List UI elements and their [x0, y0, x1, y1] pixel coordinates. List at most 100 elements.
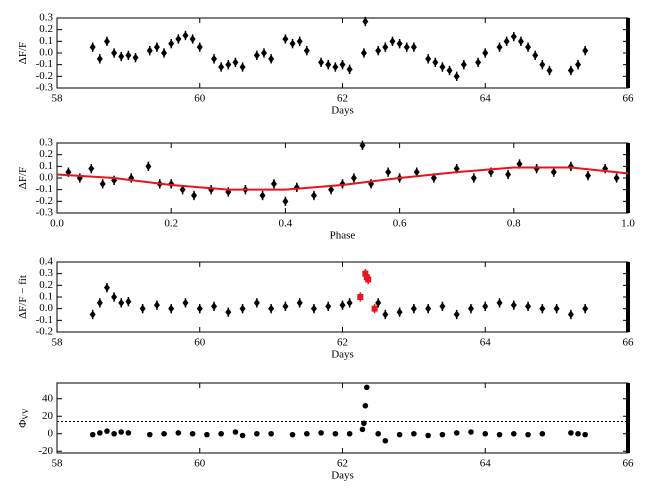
data-point — [410, 304, 417, 313]
data-point — [259, 191, 266, 200]
data-point — [453, 310, 460, 319]
data-point — [175, 35, 182, 43]
data-point — [382, 310, 389, 319]
data-point — [196, 304, 203, 313]
data-point — [118, 429, 125, 435]
data-point — [446, 66, 453, 75]
data-point — [304, 430, 310, 437]
data-point — [453, 72, 460, 81]
panel: 0.0 0.2 0.4 0.6 0.8 1.0-0.3-0.2-0.10.00.10.20… — [17, 137, 636, 242]
data-point — [168, 39, 175, 48]
data-point — [296, 298, 303, 307]
x-tick-label: 60 — [194, 458, 206, 470]
data-point — [511, 430, 517, 437]
y-tick-label: 0 — [48, 427, 54, 439]
x-tick-label: 1.0 — [621, 218, 635, 230]
data-point — [208, 185, 215, 194]
data-point — [582, 46, 589, 55]
data-point — [453, 430, 460, 436]
data-point — [359, 426, 366, 433]
x-axis-label: Phase — [330, 230, 356, 242]
data-point — [439, 63, 446, 71]
x-tick-label: 66 — [623, 93, 635, 105]
data-point — [425, 54, 432, 63]
data-point — [546, 66, 553, 75]
data-point — [365, 276, 372, 283]
data-point — [375, 298, 382, 307]
data-point — [346, 298, 353, 307]
data-point — [567, 310, 574, 319]
data-point — [89, 431, 96, 438]
x-tick-label: 62 — [337, 458, 348, 470]
data-point — [125, 51, 132, 60]
data-point — [371, 305, 378, 312]
data-point — [396, 431, 403, 438]
data-point — [496, 298, 503, 307]
data-point — [582, 304, 589, 313]
y-tick-label: -20 — [38, 445, 53, 457]
data-point — [360, 49, 367, 57]
y-tick-label: -0.3 — [36, 207, 54, 219]
data-point — [218, 430, 224, 437]
data-point — [270, 179, 277, 188]
x-tick-label: 64 — [480, 458, 492, 470]
data-point — [460, 60, 467, 69]
data-point — [111, 49, 118, 57]
y-axis-label-main: Φ — [17, 420, 29, 428]
data-point — [439, 302, 446, 311]
data-point — [467, 304, 474, 313]
data-point — [253, 298, 260, 307]
data-point — [503, 37, 510, 46]
data-point — [568, 430, 574, 436]
data-point — [413, 168, 420, 177]
x-tick-label: 58 — [52, 93, 64, 105]
data-point — [89, 43, 96, 52]
data-point — [268, 304, 275, 313]
y-tick-label: 0.3 — [39, 267, 53, 279]
data-point — [585, 171, 592, 180]
data-point — [118, 52, 125, 61]
data-point — [318, 58, 325, 67]
data-point — [318, 430, 324, 436]
y-tick-label: 0.1 — [39, 160, 53, 172]
data-point — [282, 302, 289, 311]
x-tick-label: 60 — [194, 93, 206, 105]
y-tick-label: 0.0 — [39, 47, 53, 59]
data-point — [362, 270, 369, 277]
plot-frame — [56, 17, 629, 89]
x-tick-label: 60 — [194, 337, 206, 349]
data-point — [553, 304, 560, 313]
y-axis-label: ΔF/F — [17, 42, 29, 64]
data-point — [482, 49, 489, 57]
y-tick-label: -0.1 — [36, 58, 53, 70]
data-point — [475, 58, 482, 67]
data-point — [496, 43, 503, 52]
y-tick-label: -0.2 — [36, 326, 53, 338]
y-tick-label: 0.0 — [39, 302, 53, 314]
y-tick-label: 0.3 — [39, 12, 53, 24]
data-point — [430, 174, 437, 182]
y-tick-label: 20 — [42, 410, 54, 422]
data-point — [582, 431, 588, 438]
data-point — [533, 164, 540, 173]
x-tick-label: 0.6 — [393, 218, 407, 230]
y-tick-label: -0.2 — [36, 195, 53, 207]
data-point — [99, 179, 106, 188]
data-point — [310, 304, 317, 313]
data-point — [482, 302, 489, 311]
data-point — [88, 164, 95, 173]
data-point — [218, 63, 225, 71]
data-point — [268, 54, 275, 63]
data-point — [179, 185, 186, 194]
data-point — [232, 429, 239, 435]
data-point — [96, 54, 103, 63]
data-point — [516, 160, 523, 168]
data-point — [550, 168, 557, 177]
data-point — [225, 60, 232, 69]
data-point — [111, 430, 117, 437]
x-tick-label: 62 — [337, 337, 348, 349]
data-point — [362, 17, 369, 26]
data-point — [539, 304, 546, 313]
data-point — [385, 168, 392, 177]
y-tick-label: 0.4 — [39, 256, 53, 268]
